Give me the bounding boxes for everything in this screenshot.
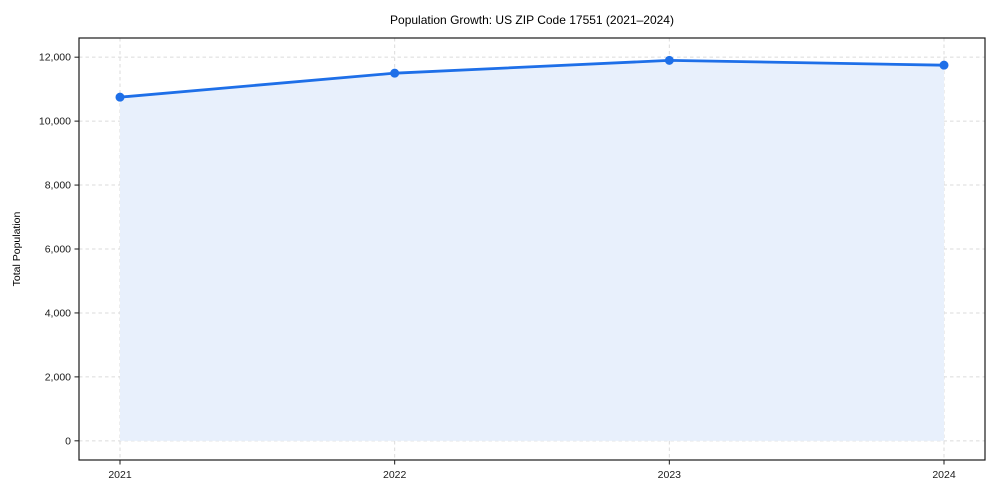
y-tick-label: 8,000 — [45, 180, 71, 192]
x-tick-label: 2024 — [932, 469, 956, 481]
data-point — [939, 60, 949, 70]
data-point — [664, 55, 674, 65]
y-tick-label: 2,000 — [45, 371, 71, 383]
data-point — [115, 92, 125, 102]
y-tick-label: 12,000 — [39, 52, 71, 64]
y-tick-label: 0 — [65, 435, 71, 447]
x-tick-label: 2021 — [108, 469, 132, 481]
series-line — [118, 58, 946, 99]
x-tick-label: 2022 — [383, 469, 407, 481]
chart-title: Population Growth: US ZIP Code 17551 (20… — [390, 13, 674, 27]
x-tick-label: 2023 — [658, 469, 682, 481]
y-tick-label: 10,000 — [39, 116, 71, 128]
y-tick-label: 4,000 — [45, 307, 71, 319]
y-tick-label: 6,000 — [45, 244, 71, 256]
series-area-fill — [120, 60, 944, 441]
data-point — [390, 68, 400, 78]
